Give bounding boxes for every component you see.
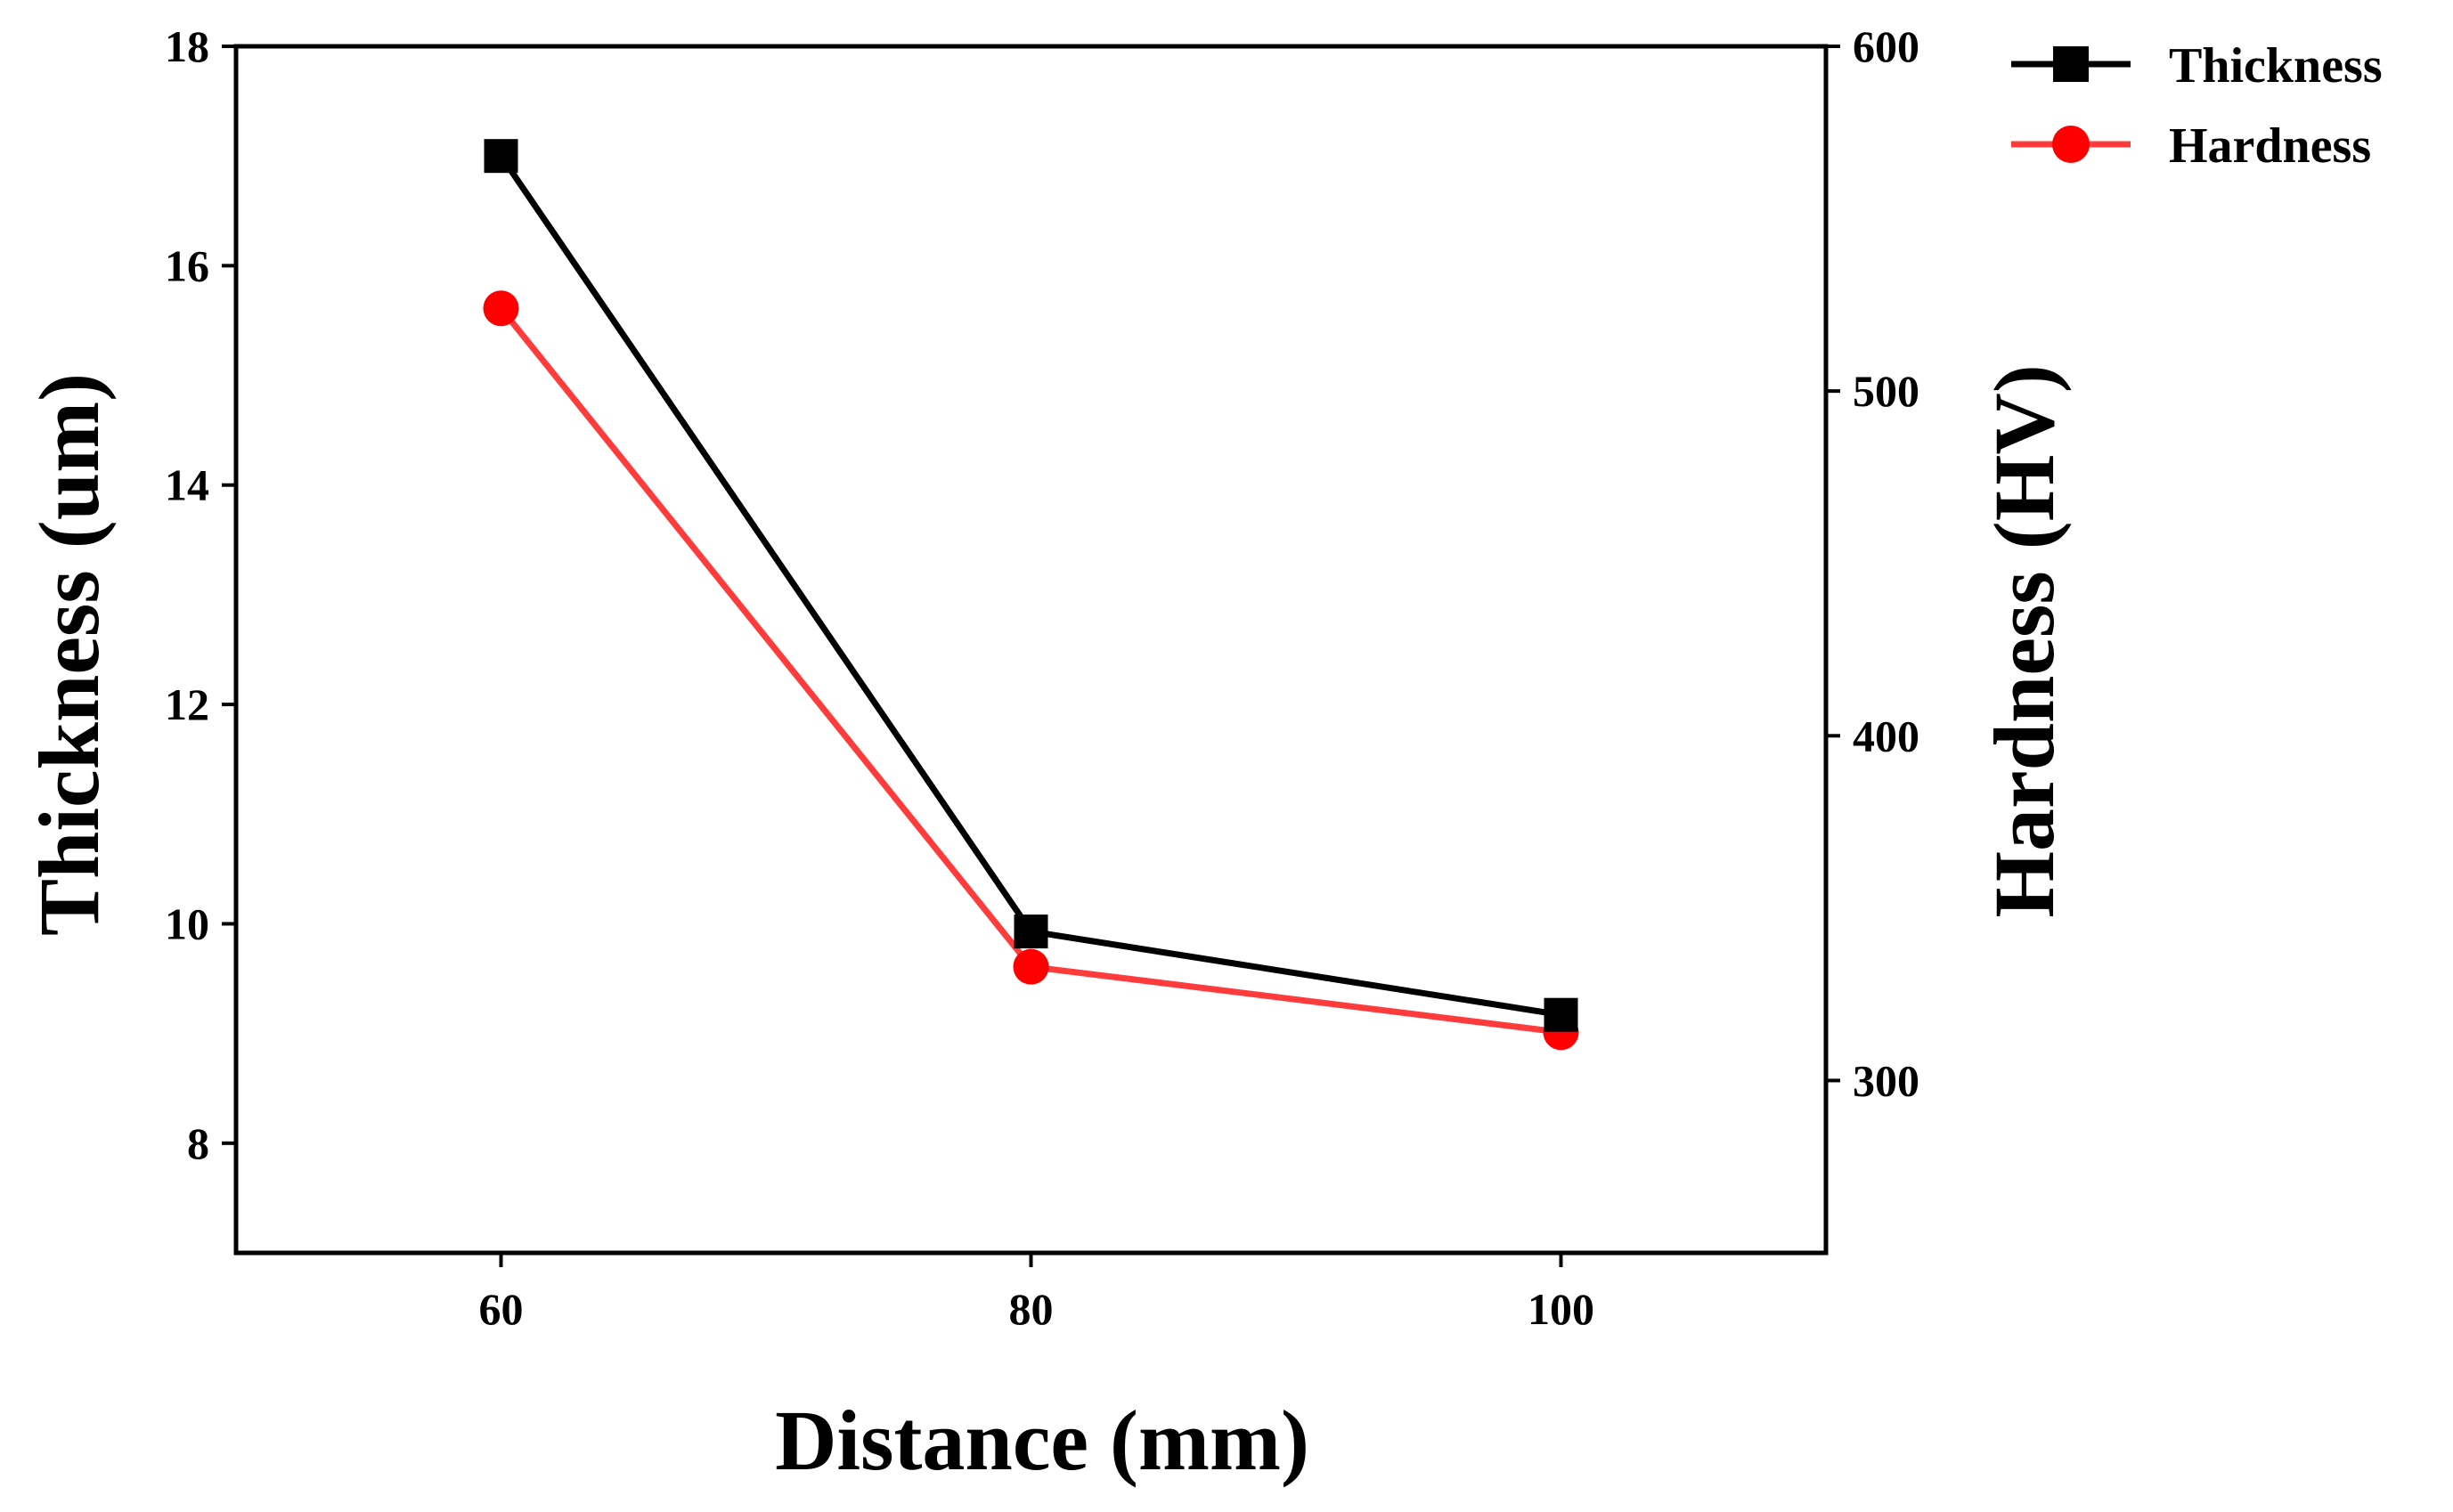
hardness-point xyxy=(1013,948,1049,985)
y-tick-label: 18 xyxy=(165,21,209,71)
legend-thickness-marker xyxy=(2053,46,2089,82)
thickness-series-line xyxy=(498,154,1562,1019)
thickness-point xyxy=(1014,915,1048,949)
thickness-point xyxy=(1544,997,1578,1032)
y-tick-label: 16 xyxy=(165,240,209,290)
axes: 60 80 100 8 10 12 14 16 18 300 400 500 600 xyxy=(165,21,1919,1334)
y-tick-label: 14 xyxy=(165,460,209,510)
x-tick-label: 100 xyxy=(1528,1284,1594,1334)
y2-tick-label: 500 xyxy=(1853,366,1919,416)
legend: Thickness Hardness xyxy=(2011,38,2383,174)
plot-frame xyxy=(233,44,1829,1256)
plot-series xyxy=(483,139,1579,1051)
y2-tick-label: 400 xyxy=(1853,711,1919,760)
y-tick-label: 10 xyxy=(165,898,209,948)
y-axis-title: Thickness (um) xyxy=(21,373,117,936)
legend-hardness-label: Hardness xyxy=(2169,118,2371,174)
x-axis-title: Distance (mm) xyxy=(775,1393,1309,1488)
hardness-point xyxy=(483,290,519,327)
y2-tick-label: 300 xyxy=(1853,1055,1919,1105)
y-tick-label: 12 xyxy=(165,679,209,729)
legend-hardness-marker xyxy=(2052,126,2090,163)
legend-thickness-label: Thickness xyxy=(2169,38,2383,93)
x-tick-label: 80 xyxy=(1009,1284,1054,1334)
y2-tick-label: 600 xyxy=(1853,21,1919,71)
thickness-point xyxy=(484,139,518,174)
x-tick-label: 60 xyxy=(479,1284,524,1334)
y-tick-label: 8 xyxy=(187,1118,209,1168)
y2-axis-title: Hardness (HV) xyxy=(1976,364,2072,917)
